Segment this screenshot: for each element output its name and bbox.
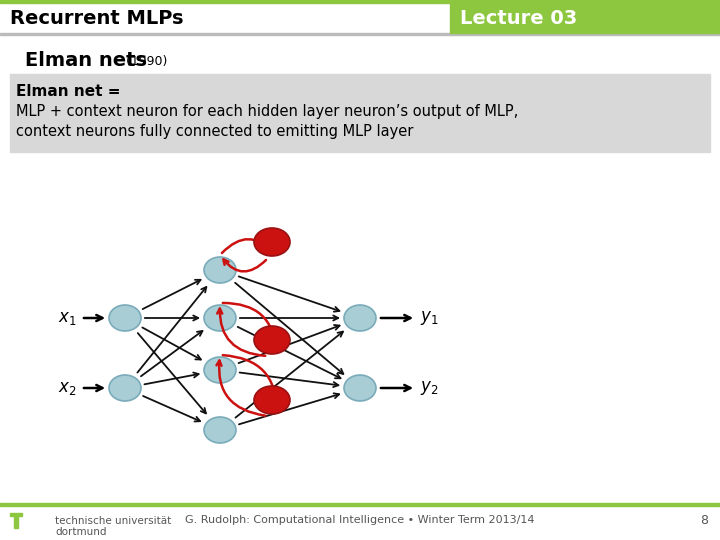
Ellipse shape [254,228,290,256]
Bar [10,74,710,152]
Text: Recurrent MLPs: Recurrent MLPs [10,9,184,28]
Ellipse shape [109,305,141,331]
Text: MLP + context neuron for each hidden layer neuron’s output of MLP,: MLP + context neuron for each hidden lay… [16,104,518,119]
Bar [10,513,22,516]
Ellipse shape [204,357,236,383]
Ellipse shape [204,305,236,331]
Text: $x_2$: $x_2$ [58,379,77,397]
Ellipse shape [204,417,236,443]
Text: dortmund: dortmund [55,527,107,537]
Bar [0,503,720,505]
Text: G. Rudolph: Computational Intelligence • Winter Term 2013/14: G. Rudolph: Computational Intelligence •… [185,515,535,525]
Text: Lecture 03: Lecture 03 [460,9,577,28]
Text: technische universität: technische universität [55,516,171,526]
Text: 8: 8 [700,514,708,526]
Text: Elman net =: Elman net = [16,84,120,99]
Bar [14,516,18,528]
Text: $x_1$: $x_1$ [58,309,77,327]
Ellipse shape [344,375,376,401]
Bar [0,0,720,3]
Text: (1990): (1990) [122,56,167,69]
Ellipse shape [254,326,290,354]
Text: $y_1$: $y_1$ [420,309,438,327]
Text: $y_2$: $y_2$ [420,379,438,397]
Ellipse shape [204,257,236,283]
Ellipse shape [254,386,290,414]
Text: context neurons fully connected to emitting MLP layer: context neurons fully connected to emitt… [16,124,413,139]
Bar [450,3,720,33]
Ellipse shape [109,375,141,401]
Bar [0,33,720,35]
Ellipse shape [344,305,376,331]
Text: Elman nets: Elman nets [25,51,147,70]
